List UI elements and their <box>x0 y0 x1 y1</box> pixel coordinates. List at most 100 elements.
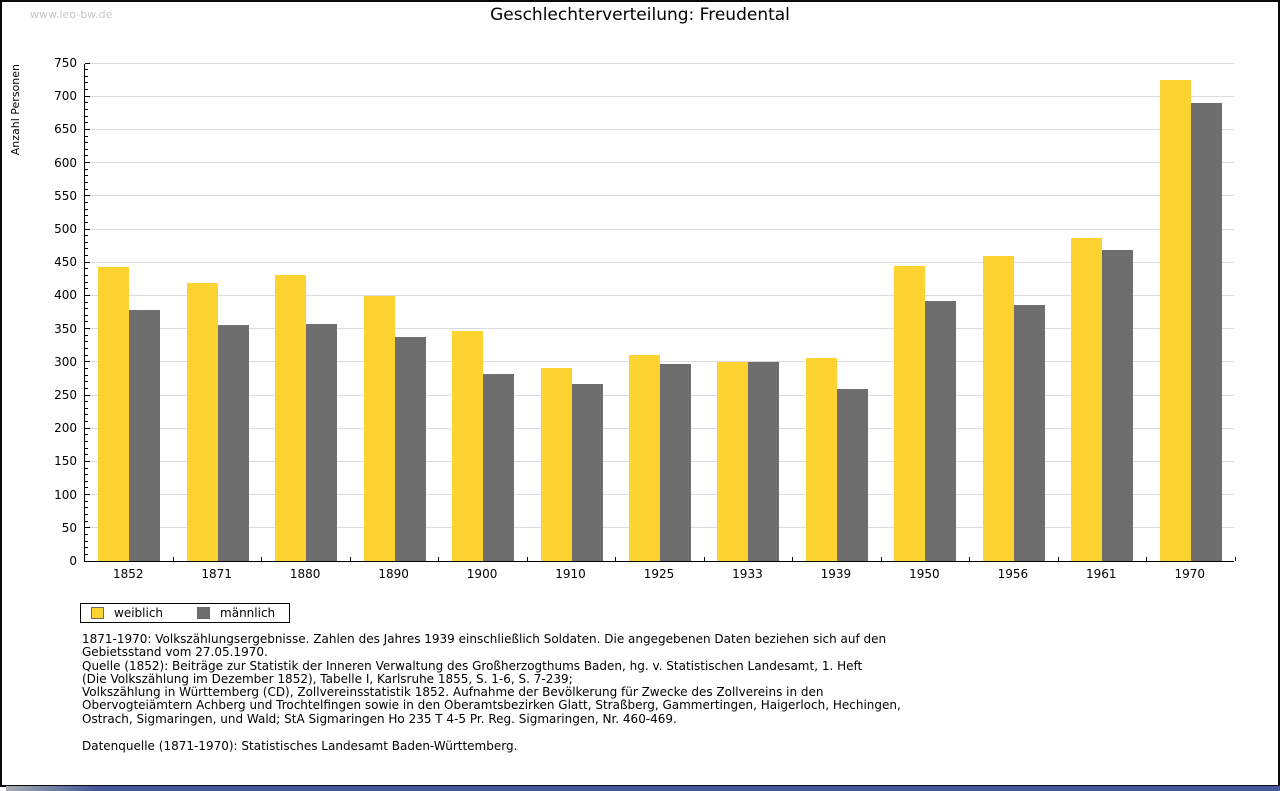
bar-group-1961 <box>1058 64 1146 561</box>
y-axis-tick <box>85 401 88 403</box>
y-axis-tick <box>85 195 90 197</box>
y-axis-tick <box>85 414 88 416</box>
bar-weiblich-1961 <box>1071 237 1103 561</box>
bar-group-1933 <box>704 64 792 561</box>
y-axis-tick <box>85 308 88 310</box>
footnote-line: Quelle (1852): Beiträge zur Statistik de… <box>82 658 863 673</box>
y-tick-label: 500 <box>54 222 77 236</box>
y-axis-tick <box>85 407 88 409</box>
y-axis-tick <box>85 328 90 330</box>
y-tick-label: 0 <box>69 554 77 568</box>
bar-group-1852 <box>85 64 173 561</box>
x-axis-tick <box>438 557 440 561</box>
y-axis-tick <box>85 434 88 436</box>
y-axis-tick <box>85 334 88 336</box>
x-tick-label: 1956 <box>997 567 1029 581</box>
bar-männlich-1961 <box>1102 249 1134 561</box>
y-axis-tick <box>85 421 88 423</box>
y-axis-tick <box>85 460 90 462</box>
bar-männlich-1970 <box>1190 102 1222 561</box>
bar-männlich-1939 <box>836 389 868 561</box>
y-axis-tick <box>85 374 88 376</box>
y-tick-label: 350 <box>54 321 77 336</box>
y-axis-tick <box>85 500 88 502</box>
x-axis-tick <box>615 557 617 561</box>
y-tick-label: 150 <box>54 454 77 469</box>
y-axis-tick <box>85 102 88 104</box>
y-axis-tick <box>85 175 88 177</box>
y-axis-tick <box>85 208 88 210</box>
gridline <box>85 195 1234 197</box>
y-axis-tick <box>85 427 90 429</box>
y-axis-tick <box>85 255 88 257</box>
x-tick-label: 1939 <box>820 567 852 581</box>
y-tick-label: 250 <box>54 388 77 402</box>
chart-title: Geschlechterverteilung: Freudental <box>490 5 790 25</box>
y-axis-tick <box>85 235 88 237</box>
bar-group-1910 <box>527 64 615 561</box>
gridline <box>85 128 1234 130</box>
y-axis-tick <box>85 122 88 124</box>
y-axis-tick <box>85 533 88 535</box>
x-tick-label: 1852 <box>112 567 144 581</box>
x-axis-tick <box>969 557 971 561</box>
y-axis-label: Anzahl Personen <box>9 64 22 156</box>
y-axis-tick <box>85 162 90 164</box>
gridline <box>85 95 1234 97</box>
y-axis-tick <box>85 321 88 323</box>
y-axis-tick <box>85 155 88 157</box>
y-axis-tick <box>85 294 90 296</box>
legend-swatch-männlich <box>197 607 211 619</box>
x-axis-tick <box>526 557 528 561</box>
bar-männlich-1950 <box>925 301 957 561</box>
bar-weiblich-1925 <box>628 355 660 561</box>
bar-group-1880 <box>262 64 350 561</box>
y-axis-tick <box>85 201 88 203</box>
y-tick-label: 300 <box>54 354 77 369</box>
y-tick-label: 650 <box>54 122 77 137</box>
y-axis-tick <box>85 168 88 170</box>
bar-weiblich-1900 <box>452 330 484 561</box>
x-axis-tick <box>261 557 263 561</box>
y-axis-tick <box>85 394 90 396</box>
bar-männlich-1890 <box>394 336 426 561</box>
y-axis-tick <box>85 301 88 303</box>
y-axis-tick <box>85 108 88 110</box>
x-axis-tick <box>1057 557 1059 561</box>
y-tick-label: 750 <box>54 56 77 70</box>
y-axis-tick <box>85 540 88 542</box>
footnote-line: Gebietsstand vom 27.05.1970. <box>82 645 268 660</box>
legend-label: weiblich <box>114 606 164 620</box>
y-axis-tick <box>85 135 88 137</box>
bar-group-1925 <box>616 64 704 561</box>
y-axis-tick <box>85 527 90 529</box>
bar-männlich-1852 <box>129 310 161 561</box>
x-axis-tick <box>792 557 794 561</box>
y-axis-tick <box>85 341 88 343</box>
y-axis-tick <box>85 69 88 71</box>
y-axis-tick <box>85 387 88 389</box>
bar-männlich-1900 <box>483 373 515 561</box>
y-axis-tick <box>85 447 88 449</box>
x-tick-label: 1961 <box>1086 567 1117 581</box>
bar-group-1970 <box>1147 64 1235 561</box>
x-axis-tick <box>172 557 174 561</box>
y-axis-tick <box>85 261 90 263</box>
y-axis-tick <box>85 467 88 469</box>
y-axis-tick <box>85 474 88 476</box>
x-axis-tick <box>703 557 705 561</box>
watermark-url: www.leo-bw.de <box>30 8 113 21</box>
bar-group-1871 <box>173 64 261 561</box>
bar-weiblich-1950 <box>894 265 926 561</box>
gridline <box>85 294 1234 296</box>
y-axis-tick <box>85 381 88 383</box>
y-axis-tick <box>85 75 88 77</box>
y-axis-tick <box>85 288 88 290</box>
datasource-text: Datenquelle (1871-1970): Statistisches L… <box>82 739 518 753</box>
gridline <box>85 162 1234 164</box>
bar-weiblich-1910 <box>540 368 572 561</box>
gridline <box>85 328 1234 330</box>
y-tick-label: 400 <box>54 288 77 303</box>
bar-weiblich-1880 <box>275 275 307 561</box>
